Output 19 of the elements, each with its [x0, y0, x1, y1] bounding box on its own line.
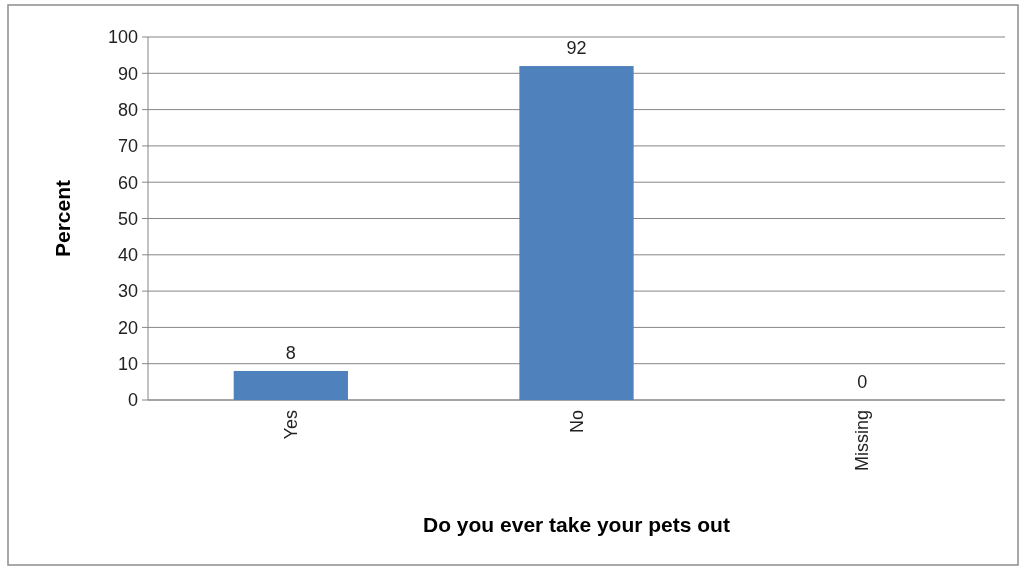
- y-tick-label: 90: [117, 63, 138, 84]
- data-label: 0: [857, 372, 868, 392]
- y-tick-label: 100: [107, 27, 138, 48]
- y-tick-label: 80: [117, 99, 138, 120]
- y-tick-label: 20: [117, 317, 138, 338]
- x-tick-label: No: [566, 410, 587, 434]
- data-label: 8: [285, 342, 296, 363]
- data-label: 92: [566, 38, 587, 59]
- y-tick-label: 30: [117, 281, 138, 302]
- y-tick-label: 70: [117, 136, 138, 157]
- y-tick-label: 0: [127, 390, 138, 411]
- y-tick-label: 50: [117, 208, 138, 229]
- y-tick-label: 60: [117, 172, 138, 193]
- y-tick-label: 40: [117, 245, 138, 266]
- x-axis-title: Do you ever take your pets out: [423, 513, 730, 536]
- x-tick-label: Missing: [852, 410, 873, 472]
- y-tick-label: 10: [117, 354, 138, 374]
- y-axis-title: Percent: [51, 179, 74, 258]
- x-tick-label: Yes: [281, 410, 302, 440]
